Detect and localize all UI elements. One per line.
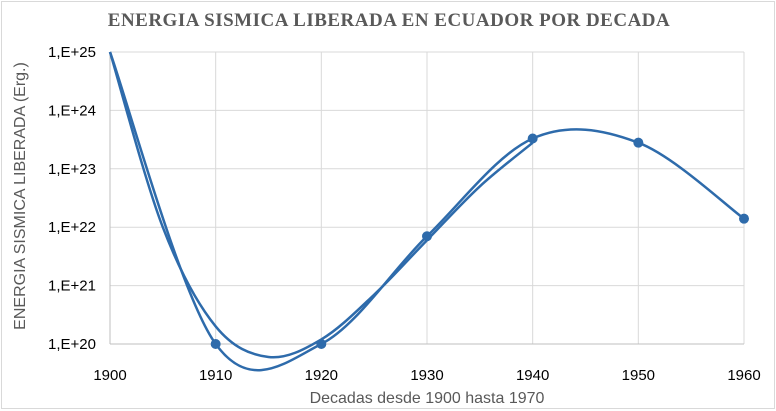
data-point	[210, 339, 221, 349]
x-axis-title: Decadas desde 1900 hasta 1970	[310, 390, 545, 407]
x-tick-label: 1940	[516, 367, 549, 384]
x-tick-label: 1930	[410, 367, 443, 384]
data-point	[633, 137, 644, 148]
x-tick-label: 1950	[622, 367, 655, 384]
y-tick-label: 1,E+20	[48, 336, 96, 353]
trendline-layer	[108, 51, 534, 359]
x-tick-label: 1900	[93, 367, 126, 384]
grid-layer	[110, 51, 745, 344]
y-tick-label: 1,E+21	[48, 278, 96, 295]
y-tick-label: 1,E+23	[48, 161, 96, 178]
series-layer	[108, 51, 749, 372]
data-point	[316, 339, 327, 349]
data-point	[739, 213, 749, 224]
y-tick-label: 1,E+24	[48, 102, 96, 119]
y-tick-label: 1,E+22	[48, 219, 96, 236]
data-point	[527, 133, 538, 144]
data-point	[422, 231, 432, 242]
y-axis-title: ENERGIA SISMICA LIBERADA (Erg.)	[12, 62, 29, 330]
tick-label-layer: 1,E+20 1,E+21 1,E+22 1,E+23 1,E+24 1,E+25 1900…	[48, 44, 761, 384]
x-tick-label: 1920	[305, 367, 338, 384]
chart-title: ENERGIA SISMICA LIBERADA EN ECUADOR POR …	[107, 10, 671, 31]
y-tick-label: 1,E+25	[48, 44, 96, 61]
x-tick-label: 1910	[199, 367, 232, 384]
x-tick-label: 1960	[727, 367, 760, 384]
trendline	[108, 51, 534, 359]
